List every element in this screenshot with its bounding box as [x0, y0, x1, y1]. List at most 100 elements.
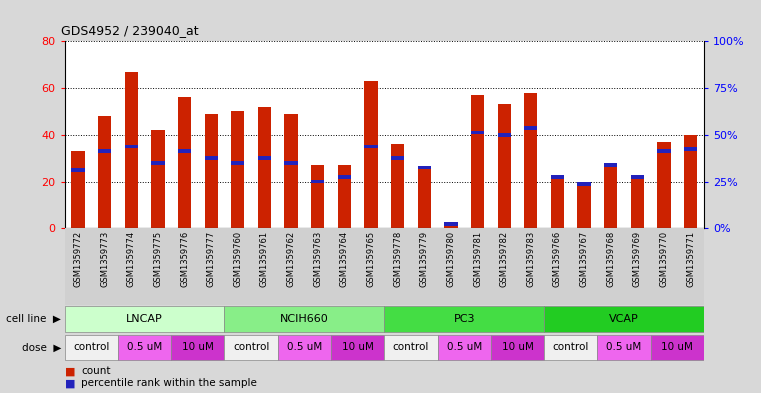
Bar	[98, 149, 111, 153]
Text: control: control	[552, 342, 589, 352]
Text: percentile rank within the sample: percentile rank within the sample	[81, 378, 257, 388]
Bar	[544, 335, 597, 360]
Text: GSM1359774: GSM1359774	[127, 231, 135, 287]
Bar	[205, 114, 218, 228]
Bar	[285, 161, 298, 165]
Bar	[524, 126, 537, 130]
Bar	[285, 114, 298, 228]
Bar	[178, 97, 191, 228]
Text: GSM1359769: GSM1359769	[633, 231, 642, 287]
Bar	[278, 335, 331, 360]
Text: ■: ■	[65, 366, 75, 376]
Bar	[597, 335, 651, 360]
Bar	[151, 130, 164, 228]
Bar	[205, 156, 218, 160]
Text: GSM1359767: GSM1359767	[580, 231, 588, 287]
Bar	[171, 335, 224, 360]
Bar	[384, 307, 544, 332]
Text: GSM1359778: GSM1359778	[393, 231, 402, 287]
Text: GSM1359777: GSM1359777	[207, 231, 215, 287]
Bar	[551, 174, 564, 228]
Bar	[65, 307, 224, 332]
Text: GSM1359766: GSM1359766	[553, 231, 562, 287]
Bar	[578, 182, 591, 186]
Bar	[231, 111, 244, 228]
Text: VCAP: VCAP	[609, 314, 639, 323]
Text: GDS4952 / 239040_at: GDS4952 / 239040_at	[61, 24, 199, 37]
Text: control: control	[233, 342, 269, 352]
Text: GSM1359782: GSM1359782	[500, 231, 508, 287]
Text: GSM1359772: GSM1359772	[74, 231, 82, 287]
Text: 0.5 uM: 0.5 uM	[607, 342, 642, 352]
Text: ■: ■	[65, 378, 75, 388]
Text: 0.5 uM: 0.5 uM	[127, 342, 162, 352]
Bar	[658, 142, 670, 228]
Text: GSM1359770: GSM1359770	[660, 231, 668, 287]
Bar	[224, 335, 278, 360]
Text: 10 uM: 10 uM	[342, 342, 374, 352]
Bar	[338, 175, 351, 179]
Bar	[391, 144, 404, 228]
Bar	[498, 105, 511, 228]
Text: dose  ▶: dose ▶	[21, 342, 61, 353]
Text: NCIH660: NCIH660	[280, 314, 329, 323]
Text: GSM1359779: GSM1359779	[420, 231, 428, 287]
Text: 10 uM: 10 uM	[501, 342, 533, 352]
Bar	[551, 175, 564, 179]
Bar	[438, 335, 491, 360]
Bar	[311, 165, 324, 228]
Text: LNCAP: LNCAP	[126, 314, 163, 323]
Bar	[258, 156, 271, 160]
Text: GSM1359768: GSM1359768	[607, 231, 615, 287]
Bar	[125, 145, 138, 149]
Bar	[631, 175, 644, 179]
Text: GSM1359761: GSM1359761	[260, 231, 269, 287]
Text: GSM1359763: GSM1359763	[314, 231, 322, 287]
Text: 0.5 uM: 0.5 uM	[287, 342, 322, 352]
Bar	[384, 335, 438, 360]
Bar	[365, 145, 377, 149]
Bar	[498, 133, 511, 137]
Bar	[98, 116, 111, 228]
Bar	[471, 130, 484, 134]
Bar	[365, 81, 377, 228]
Text: GSM1359764: GSM1359764	[340, 231, 349, 287]
Text: 10 uM: 10 uM	[661, 342, 693, 352]
Bar	[151, 161, 164, 165]
Bar	[331, 335, 384, 360]
Text: GSM1359775: GSM1359775	[154, 231, 162, 287]
Text: GSM1359760: GSM1359760	[234, 231, 242, 287]
Bar	[118, 335, 171, 360]
Text: GSM1359780: GSM1359780	[447, 231, 455, 287]
Text: 10 uM: 10 uM	[182, 342, 214, 352]
Bar	[631, 177, 644, 228]
Text: GSM1359781: GSM1359781	[473, 231, 482, 287]
Bar	[224, 307, 384, 332]
Bar	[231, 161, 244, 165]
Bar	[258, 107, 271, 228]
Text: GSM1359762: GSM1359762	[287, 231, 295, 287]
Text: PC3: PC3	[454, 314, 475, 323]
Text: GSM1359771: GSM1359771	[686, 231, 695, 287]
Bar	[524, 93, 537, 228]
Bar	[444, 222, 457, 226]
Text: count: count	[81, 366, 111, 376]
Text: GSM1359765: GSM1359765	[367, 231, 375, 287]
Text: control: control	[73, 342, 110, 352]
Text: 0.5 uM: 0.5 uM	[447, 342, 482, 352]
Bar	[544, 307, 704, 332]
Bar	[72, 168, 84, 172]
Bar	[65, 335, 118, 360]
Bar	[578, 184, 591, 228]
Text: GSM1359783: GSM1359783	[527, 231, 535, 287]
Bar	[684, 135, 697, 228]
Bar	[72, 151, 84, 228]
Bar	[491, 335, 544, 360]
Text: GSM1359773: GSM1359773	[100, 231, 109, 287]
Bar	[604, 163, 617, 167]
Bar	[418, 166, 431, 169]
Bar	[125, 72, 138, 228]
Bar	[651, 335, 704, 360]
Text: control: control	[393, 342, 429, 352]
Bar	[684, 147, 697, 151]
